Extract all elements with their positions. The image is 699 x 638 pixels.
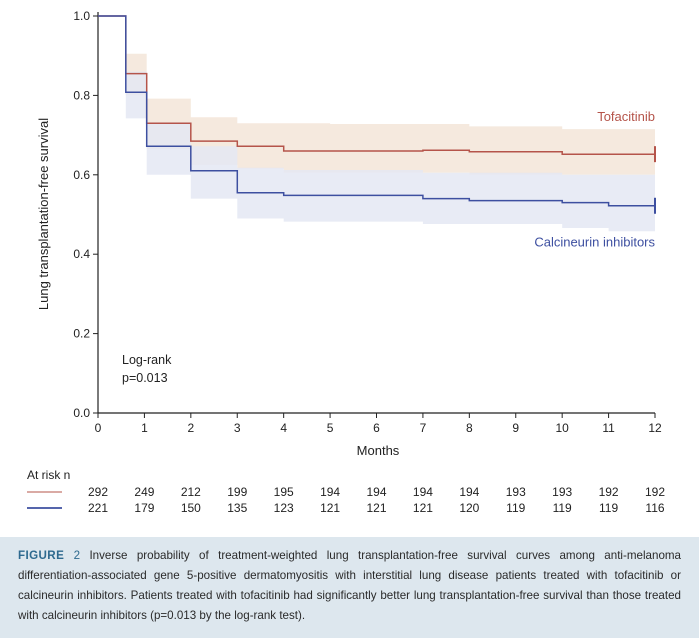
risk-count: 193 <box>506 485 526 499</box>
x-tick-label-10: 10 <box>555 421 569 435</box>
survival-curve-0 <box>98 15 655 155</box>
x-tick-label-5: 5 <box>327 421 334 435</box>
y-tick-label-0.0: 0.0 <box>73 406 90 420</box>
x-axis-title: Months <box>357 443 400 458</box>
risk-count: 121 <box>366 501 386 515</box>
risk-table: 292 249 212 199 195 194 194 194 194 193 193 192 192 2… <box>27 485 665 515</box>
risk-count: 212 <box>181 485 201 499</box>
confidence-band-0 <box>98 16 655 177</box>
x-tick-label-1: 1 <box>141 421 148 435</box>
risk-count: 292 <box>88 485 108 499</box>
x-tick-label-3: 3 <box>234 421 241 435</box>
x-tick-label-6: 6 <box>373 421 380 435</box>
caption-text: Inverse probability of treatment-weighte… <box>18 549 681 622</box>
axes: 0 1 2 3 4 5 6 7 8 9 10 11 120.00.20.40.60.81.0 <box>73 9 662 435</box>
risk-count: 194 <box>366 485 386 499</box>
risk-count: 194 <box>413 485 433 499</box>
figure-caption: FIGURE 2 Inverse probability of treatmen… <box>0 537 699 638</box>
risk-count: 179 <box>134 501 154 515</box>
caption-label: FIGURE <box>18 549 65 562</box>
logrank-annotation-line2: p=0.013 <box>122 371 168 385</box>
risk-count: 192 <box>599 485 619 499</box>
y-axis-title: Lung transplantation-free survival <box>36 118 51 310</box>
risk-table-title: At risk n <box>27 468 70 482</box>
series-labels: Tofacitinib Calcineurin inhibitors <box>534 109 655 249</box>
confidence-bands <box>98 16 655 233</box>
x-tick-label-7: 7 <box>420 421 427 435</box>
survival-chart: 0 1 2 3 4 5 6 7 8 9 10 11 120.00.20.40.60.81.0 Tofac… <box>27 9 665 515</box>
x-tick-label-2: 2 <box>187 421 194 435</box>
x-tick-label-4: 4 <box>280 421 287 435</box>
series-label-1: Calcineurin inhibitors <box>534 234 655 249</box>
risk-count: 119 <box>553 501 572 515</box>
logrank-annotation-line1: Log-rank <box>122 353 172 367</box>
risk-count: 199 <box>227 485 247 499</box>
y-tick-label-0.2: 0.2 <box>73 327 90 341</box>
caption-number: 2 <box>73 549 81 562</box>
risk-count: 192 <box>645 485 665 499</box>
risk-count: 121 <box>413 501 433 515</box>
y-tick-label-1.0: 1.0 <box>73 9 90 23</box>
x-tick-label-9: 9 <box>512 421 519 435</box>
risk-count: 120 <box>459 501 479 515</box>
risk-count: 121 <box>320 501 340 515</box>
y-tick-label-0.8: 0.8 <box>73 88 90 102</box>
y-tick-label-0.4: 0.4 <box>73 247 90 261</box>
risk-count: 119 <box>506 501 525 515</box>
x-tick-label-11: 11 <box>602 421 615 435</box>
risk-count: 193 <box>552 485 572 499</box>
x-tick-label-12: 12 <box>648 421 662 435</box>
series-label-0: Tofacitinib <box>597 109 655 124</box>
risk-count: 195 <box>274 485 294 499</box>
risk-count: 249 <box>134 485 154 499</box>
y-tick-label-0.6: 0.6 <box>73 168 90 182</box>
survival-curve-1 <box>98 15 655 207</box>
risk-count: 135 <box>227 501 247 515</box>
x-tick-label-8: 8 <box>466 421 473 435</box>
risk-count: 194 <box>459 485 479 499</box>
x-tick-label-0: 0 <box>95 421 102 435</box>
risk-count: 194 <box>320 485 340 499</box>
risk-count: 221 <box>88 501 108 515</box>
risk-count: 116 <box>645 501 664 515</box>
survival-curves <box>98 15 656 214</box>
risk-count: 119 <box>599 501 618 515</box>
risk-count: 123 <box>274 501 294 515</box>
risk-count: 150 <box>181 501 201 515</box>
